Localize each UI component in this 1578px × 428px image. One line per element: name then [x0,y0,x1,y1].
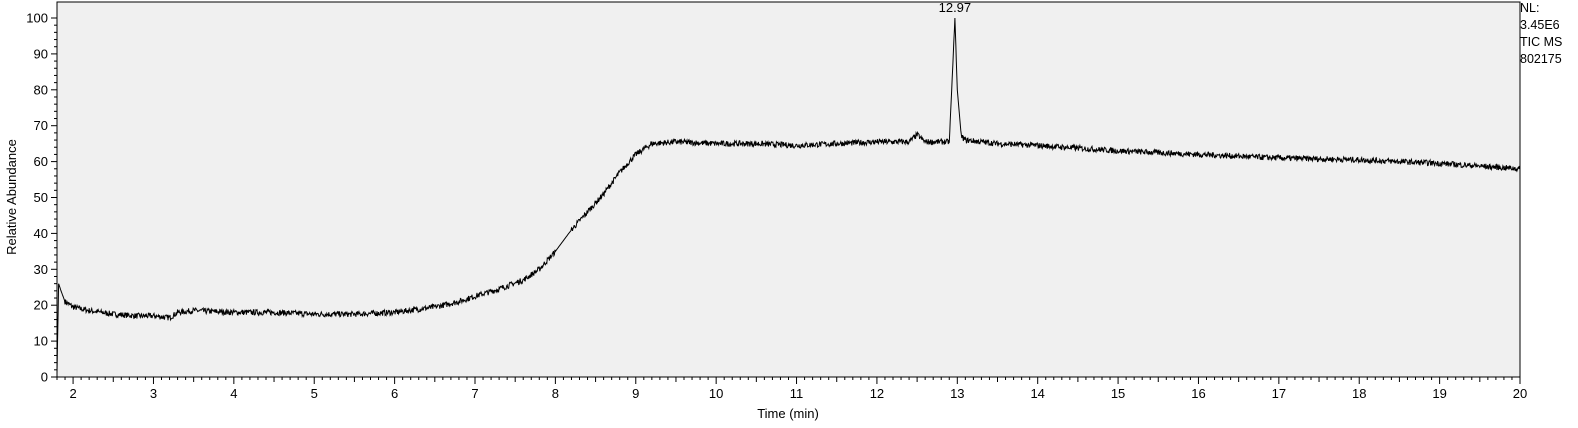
x-tick-label: 15 [1111,386,1125,401]
x-tick-label: 9 [632,386,639,401]
x-tick-label: 11 [790,386,804,401]
x-axis-title: Time (min) [757,406,819,421]
x-axis: 2 3 4 5 6 7 8 9 10 11 12 13 14 15 16 17 18 19 20 [56,377,1527,401]
y-tick-label: 30 [34,262,48,277]
trace-type-label: TIC MS [1520,35,1563,49]
y-tick-label: 50 [34,190,48,205]
x-tick-label: 10 [709,386,723,401]
x-tick-label: 3 [150,386,157,401]
x-tick-label: 17 [1272,386,1286,401]
x-tick-label: 7 [471,386,478,401]
y-tick-label: 70 [34,118,48,133]
y-tick-label: 10 [34,334,48,349]
tic-trace-line [56,17,1521,374]
x-tick-label: 19 [1432,386,1446,401]
x-tick-label: 12 [870,386,884,401]
normalization-label: NL: [1520,1,1540,15]
x-tick-label: 18 [1352,386,1366,401]
y-tick-label: 0 [41,370,48,385]
x-tick-label: 16 [1191,386,1205,401]
x-tick-label: 13 [950,386,964,401]
y-tick-label: 90 [34,46,48,61]
x-tick-label: 4 [230,386,237,401]
y-tick-label: 80 [34,82,48,97]
x-tick-label: 20 [1513,386,1527,401]
plot-area [56,1,1521,378]
x-tick-label: 14 [1030,386,1044,401]
x-tick-label: 6 [391,386,398,401]
x-tick-label: 5 [311,386,318,401]
x-tick-label: 2 [69,386,76,401]
scan-info-panel: NL: 3.45E6 TIC MS 802175 [1520,0,1578,68]
peak-label: 12.97 [939,0,972,15]
x-tick-label: 8 [552,386,559,401]
y-tick-label: 60 [34,154,48,169]
y-tick-label: 100 [26,11,48,26]
peak-annotations: 12.97 [939,0,972,15]
normalization-value: 3.45E6 [1520,18,1560,32]
y-tick-label: 20 [34,298,48,313]
y-tick-label: 40 [34,226,48,241]
y-axis: 0 10 20 30 40 50 60 70 80 90 100 [26,11,57,385]
y-axis-title: Relative Abundance [4,139,19,255]
file-label: 802175 [1520,52,1562,66]
